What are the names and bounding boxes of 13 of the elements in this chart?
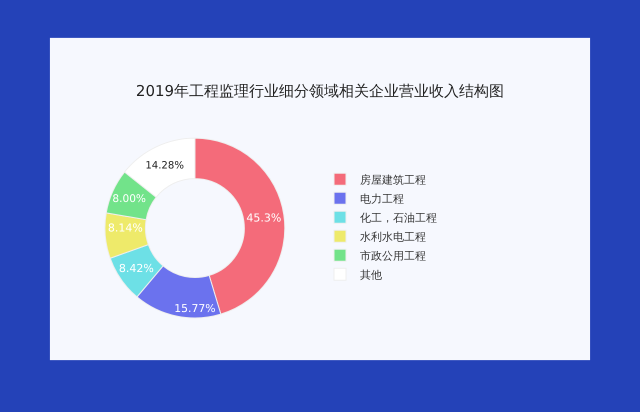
data-label: 14.28% bbox=[145, 160, 184, 172]
data-label: 8.14% bbox=[108, 222, 143, 235]
legend-label: 市政公用工程 bbox=[360, 250, 426, 263]
data-label: 15.77% bbox=[174, 302, 216, 315]
chart-title: 2019年工程监理行业细分领域相关企业营业收入结构图 bbox=[136, 82, 504, 100]
legend-label: 电力工程 bbox=[360, 192, 404, 206]
legend-label: 水利水电工程 bbox=[360, 230, 426, 244]
legend-label: 房屋建筑工程 bbox=[360, 174, 426, 187]
data-label: 45.3% bbox=[246, 211, 282, 224]
data-label: 8.00% bbox=[112, 192, 146, 205]
data-label: 8.42% bbox=[118, 262, 154, 276]
legend-label: 其他 bbox=[360, 268, 382, 282]
legend-label: 化工，石油工程 bbox=[360, 212, 437, 225]
